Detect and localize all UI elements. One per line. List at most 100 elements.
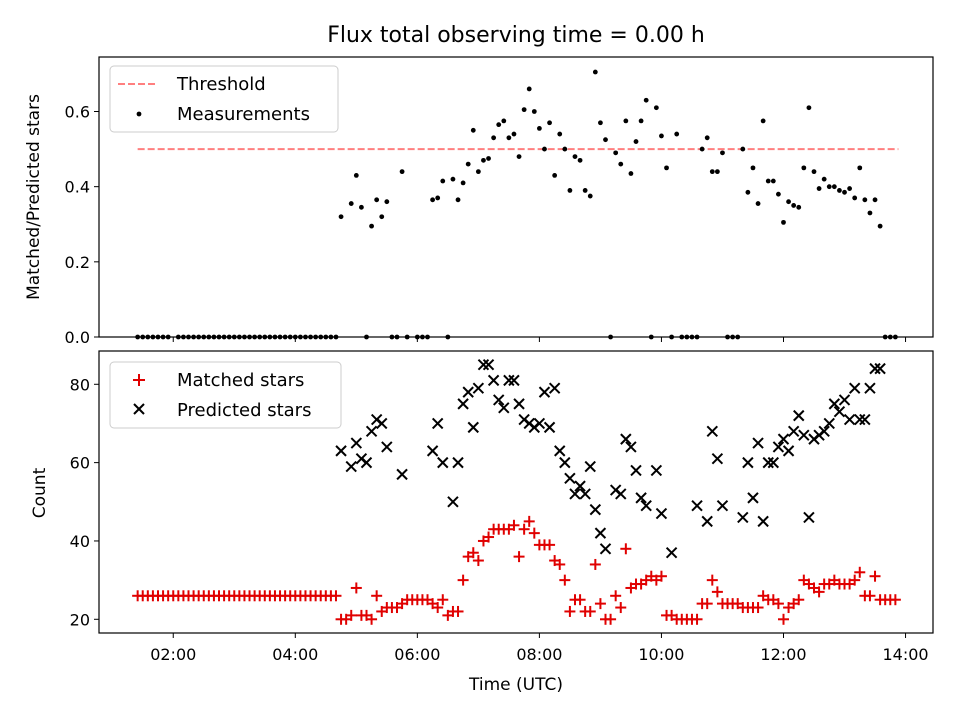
measurement-point [831,184,837,190]
predicted-star-point [625,441,637,453]
measurement-point [572,154,578,159]
predicted-star-point [859,413,871,426]
measurement-point [653,105,659,111]
top-y-tick-label: 0.4 [65,178,90,197]
matched-star-point [371,590,383,602]
predicted-star-point [650,464,663,477]
predicted-star-point [833,406,846,418]
measurement-point [613,150,619,156]
measurements-legend-swatch [136,111,142,117]
measurements-legend-label: Measurements [177,104,310,125]
predicted-star-point [838,394,851,406]
predicted-star-point [381,441,393,453]
x-tick-label: 02:00 [150,645,196,664]
top-y-tick-label: 0.0 [65,328,90,347]
matched-star-point [752,602,764,614]
measurement-point [481,157,486,163]
measurement-point [384,199,390,205]
predicted-star-point [447,496,459,508]
top-y-ticks: 0.0 0.2 0.4 0.6 [65,102,99,347]
measurement-point [359,204,364,210]
predicted-star-point [798,429,810,441]
matched-star-point [523,515,535,527]
measurement-point [450,176,456,182]
measurement-point [521,107,527,113]
matched-star-point [854,566,866,578]
predicted-star-point [823,417,835,430]
bottom-y-tick-label: 80 [70,375,90,394]
measurement-point [430,197,435,203]
x-tick-label: 08:00 [516,645,562,664]
measurement-point [750,165,756,171]
predicted-legend-swatch [133,403,145,415]
matched-star-point [772,598,784,610]
top-y-tick-label: 0.2 [65,253,90,272]
matched-star-point [554,558,566,570]
predicted-star-point [630,464,642,477]
measurement-point [837,188,842,193]
measurement-point [511,131,517,137]
predicted-star-point [706,425,719,437]
measurement-point [628,171,634,176]
measurement-point [765,178,771,184]
predicted-star-point [579,488,591,500]
predicted-star-point [559,456,571,469]
matched-legend-label: Matched stars [177,370,304,391]
measurement-point [776,191,781,197]
measurement-point [816,186,822,191]
predicted-star-point [655,507,668,520]
measurement-point [460,180,466,186]
predicted-star-point [589,503,602,516]
predicted-star-point [365,425,378,437]
measurement-point [440,178,446,184]
measurement-point [577,157,583,163]
matched-star-point [864,590,876,602]
x-tick-label: 06:00 [394,645,440,664]
measurement-point [801,165,807,171]
matched-star-point [849,574,861,586]
measurement-point [740,146,746,152]
threshold-legend-label: Threshold [176,74,266,95]
measurement-point [475,169,481,175]
measurement-point [547,120,552,126]
predicted-star-point [508,374,520,387]
measurement-point [552,172,558,178]
predicted-star-point [747,492,759,504]
measurement-point [786,199,791,205]
bottom-y-tick-label: 40 [70,532,90,551]
matched-legend-swatch [133,374,145,386]
bottom-plot-area [132,359,901,625]
measurement-point [531,109,537,114]
predicted-star-point [564,472,576,484]
x-tick-label: 14:00 [882,645,928,664]
matched-star-point [350,582,362,594]
predicted-star-point [752,437,764,449]
measurement-point [542,146,547,152]
matched-star-point [691,613,703,625]
x-tick-label: 12:00 [760,645,806,664]
measurement-point [664,165,669,171]
measurement-point [536,126,542,131]
predicted-star-point [742,456,754,469]
matched-star-point [605,613,617,625]
predicted-star-point [477,359,490,371]
predicted-star-point [594,527,607,539]
measurement-point [857,165,863,171]
predicted-star-point [772,441,785,453]
measurement-point [379,214,385,220]
matched-star-point [655,570,667,582]
measurement-point [755,201,761,206]
predicted-star-point [498,402,510,414]
measurement-point [720,150,725,156]
measurement-point [791,203,797,208]
measurement-point [811,169,817,175]
predicted-star-point [874,362,886,375]
matched-star-point [610,590,622,602]
measurement-point [659,133,664,139]
predicted-star-point [543,421,556,434]
predicted-star-point [762,456,774,469]
measurement-point [877,223,883,229]
predicted-star-point [513,398,525,410]
predicted-star-point [426,445,439,457]
measurement-point [567,188,573,193]
